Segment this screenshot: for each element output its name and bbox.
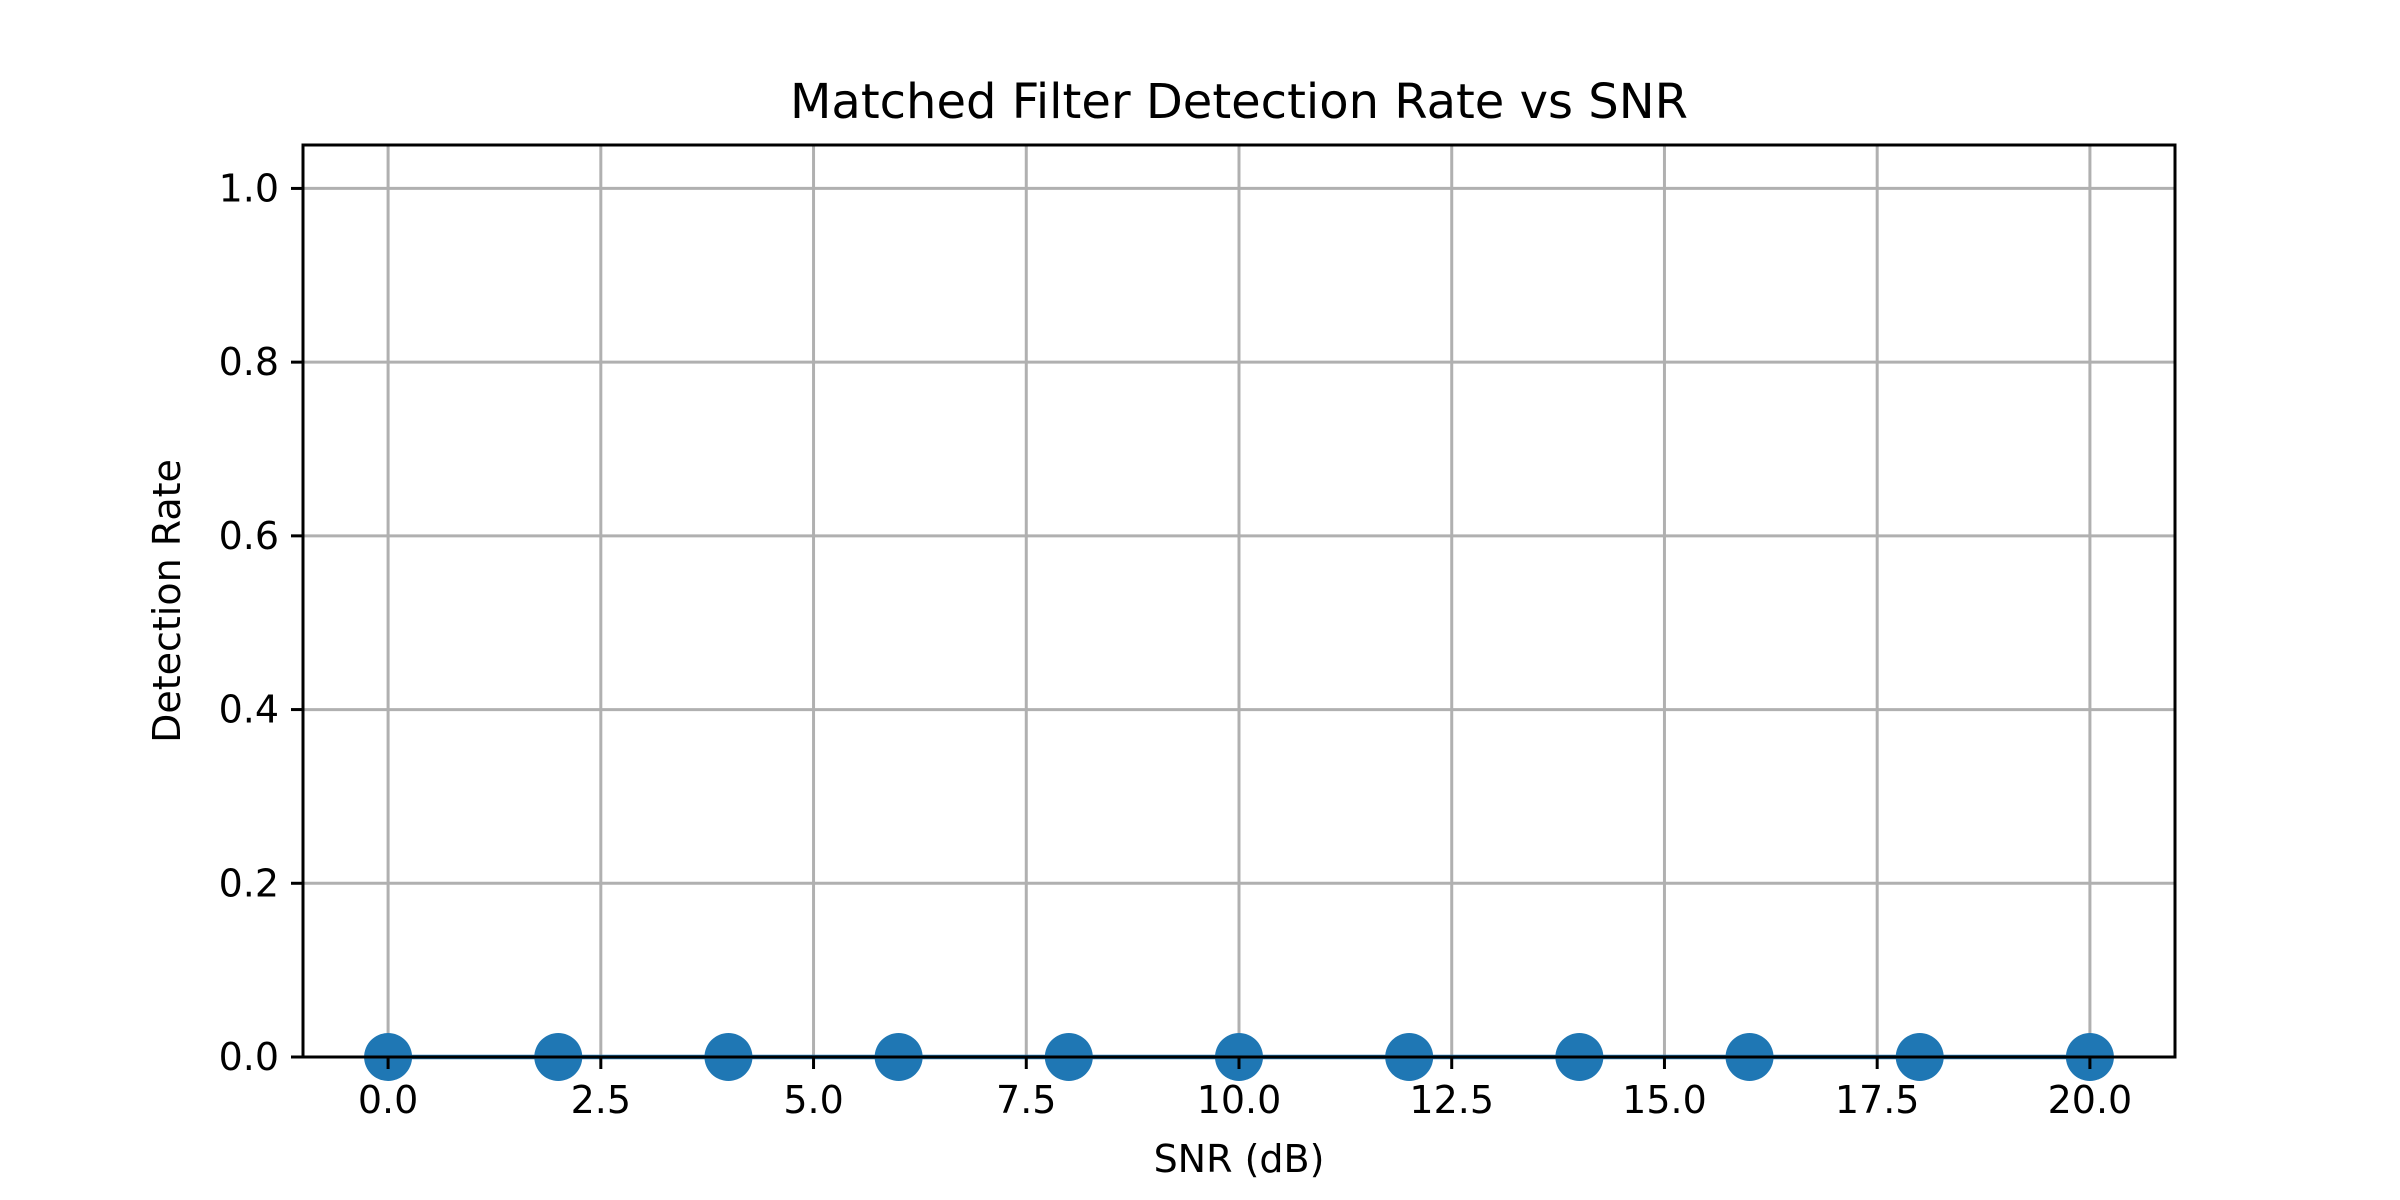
x-tick-label: 17.5	[1835, 1078, 1920, 1122]
y-tick-label: 0.8	[219, 340, 279, 384]
x-tick-label: 12.5	[1409, 1078, 1494, 1122]
y-tick-label: 0.6	[219, 514, 279, 558]
y-tick-label: 0.2	[219, 861, 279, 905]
x-tick-label: 15.0	[1622, 1078, 1707, 1122]
x-tick-label: 5.0	[783, 1078, 843, 1122]
x-tick-label: 2.5	[571, 1078, 631, 1122]
x-axis-label: SNR (dB)	[1154, 1137, 1325, 1181]
grid	[303, 145, 2175, 1059]
x-tick-label: 7.5	[996, 1078, 1056, 1122]
y-axis-label: Detection Rate	[145, 459, 189, 743]
axis-ticks: 0.0 2.5 5.0 7.5 10.0 12.5 15.0 17.5 20.0 0.0 0.2 0.…	[219, 166, 2133, 1122]
x-tick-label: 0.0	[358, 1078, 418, 1122]
chart-title: Matched Filter Detection Rate vs SNR	[790, 74, 1688, 130]
y-tick-label: 0.0	[219, 1035, 279, 1079]
x-tick-label: 20.0	[2048, 1078, 2133, 1122]
y-tick-label: 0.4	[219, 688, 279, 732]
y-tick-label: 1.0	[219, 166, 279, 210]
x-tick-label: 10.0	[1197, 1078, 1282, 1122]
